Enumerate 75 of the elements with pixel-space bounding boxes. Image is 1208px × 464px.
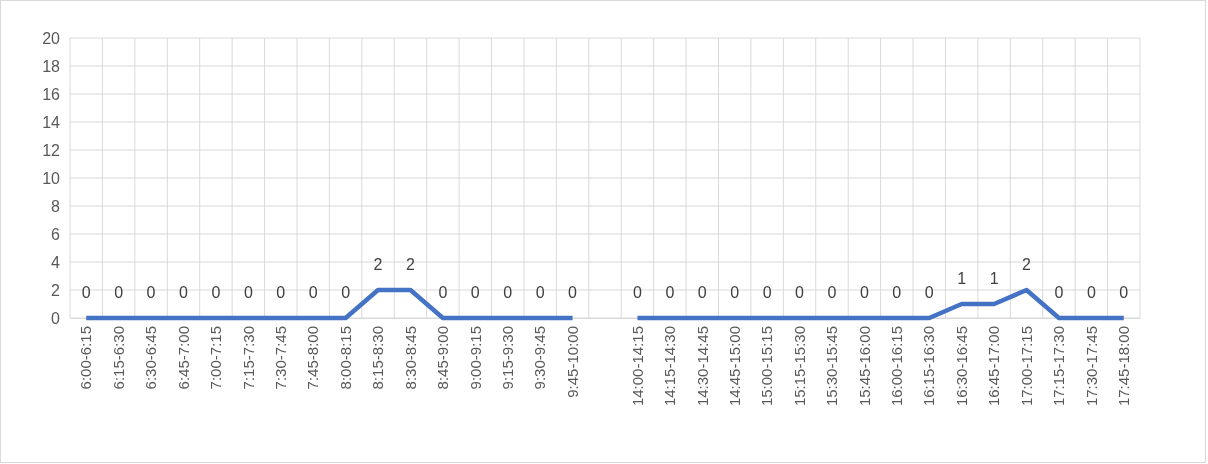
data-label: 0 xyxy=(146,284,156,301)
data-label: 0 xyxy=(243,284,253,301)
x-tick-label: 7:30-7:45 xyxy=(272,326,290,390)
x-tick-label: 17:45-18:00 xyxy=(1115,326,1133,407)
data-label: 0 xyxy=(762,284,772,301)
x-tick-label: 8:30-8:45 xyxy=(401,326,419,390)
data-label: 0 xyxy=(665,284,675,301)
y-tick-label: 12 xyxy=(42,141,61,159)
x-tick-label: 17:30-17:45 xyxy=(1082,326,1100,407)
x-tick-label: 6:30-6:45 xyxy=(142,326,160,390)
x-tick-label: 15:15-15:30 xyxy=(790,326,808,407)
data-label: 0 xyxy=(1054,284,1064,301)
x-tick-label: 17:00-17:15 xyxy=(1017,326,1035,407)
x-tick-label: 6:45-7:00 xyxy=(174,326,192,390)
data-label: 0 xyxy=(503,284,513,301)
data-label: 1 xyxy=(957,270,967,287)
x-tick-label: 9:00-9:15 xyxy=(466,326,484,390)
data-label: 0 xyxy=(179,284,189,301)
x-tick-label: 16:30-16:45 xyxy=(952,326,970,407)
x-tick-label: 8:45-9:00 xyxy=(434,326,452,390)
y-tick-label: 2 xyxy=(51,281,61,299)
data-label: 0 xyxy=(632,284,642,301)
x-tick-label: 7:45-8:00 xyxy=(304,326,322,390)
data-label: 0 xyxy=(892,284,902,301)
y-tick-label: 16 xyxy=(42,85,61,103)
x-tick-label: 14:45-15:00 xyxy=(725,326,743,407)
y-tick-label: 6 xyxy=(51,225,61,243)
data-label: 2 xyxy=(406,256,415,273)
y-tick-label: 0 xyxy=(51,309,61,327)
x-tick-label: 14:30-14:45 xyxy=(693,326,711,407)
x-tick-label: 14:00-14:15 xyxy=(628,326,646,407)
data-label: 0 xyxy=(859,284,869,301)
data-label: 0 xyxy=(211,284,221,301)
y-tick-label: 14 xyxy=(42,113,61,131)
y-tick-label: 20 xyxy=(42,29,61,47)
x-tick-label: 14:15-14:30 xyxy=(661,326,679,407)
data-label: 0 xyxy=(795,284,805,301)
x-tick-label: 16:00-16:15 xyxy=(888,326,906,407)
data-label: 0 xyxy=(568,284,578,301)
data-label: 0 xyxy=(81,284,91,301)
x-tick-label: 15:30-15:45 xyxy=(823,326,841,407)
x-tick-label: 9:15-9:30 xyxy=(498,326,516,390)
x-tick-label: 15:45-16:00 xyxy=(855,326,873,407)
x-tick-label: 7:15-7:30 xyxy=(239,326,257,390)
x-tick-label: 9:30-9:45 xyxy=(531,326,549,390)
data-label: 0 xyxy=(535,284,545,301)
data-label: 0 xyxy=(1119,284,1129,301)
x-tick-label: 16:45-17:00 xyxy=(985,326,1003,407)
x-tick-label: 8:15-8:30 xyxy=(369,326,387,390)
data-label: 0 xyxy=(438,284,448,301)
x-tick-label: 15:00-15:15 xyxy=(758,326,776,407)
data-label: 2 xyxy=(373,256,383,273)
y-tick-label: 8 xyxy=(51,197,61,215)
data-label: 0 xyxy=(308,284,318,301)
x-tick-label: 16:15-16:30 xyxy=(920,326,938,407)
data-label: 0 xyxy=(827,284,837,301)
x-tick-label: 8:00-8:15 xyxy=(336,326,354,390)
x-tick-label: 17:15-17:30 xyxy=(1050,326,1068,407)
x-tick-label: 6:00-6:15 xyxy=(77,326,95,390)
data-label: 0 xyxy=(730,284,740,301)
data-label: 0 xyxy=(697,284,707,301)
data-label: 1 xyxy=(989,270,999,287)
data-label: 0 xyxy=(276,284,286,301)
y-tick-label: 18 xyxy=(42,57,61,75)
x-tick-label: 7:00-7:15 xyxy=(207,326,225,390)
y-tick-label: 10 xyxy=(42,169,61,187)
x-tick-label: 6:15-6:30 xyxy=(109,326,127,390)
data-label: 0 xyxy=(1086,284,1096,301)
data-label: 0 xyxy=(924,284,934,301)
data-label: 0 xyxy=(341,284,351,301)
data-label: 0 xyxy=(470,284,480,301)
data-label: 0 xyxy=(114,284,124,301)
x-tick-label: 9:45-10:00 xyxy=(563,326,581,398)
y-tick-label: 4 xyxy=(51,253,61,271)
data-label: 2 xyxy=(1022,256,1032,273)
